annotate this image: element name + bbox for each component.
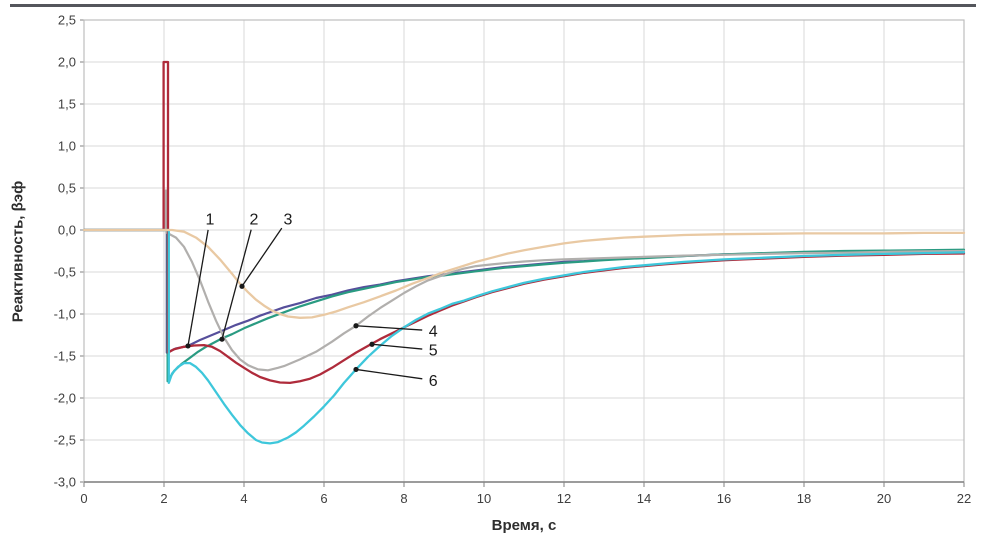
annotation-leader-line — [221, 229, 252, 340]
curve-3-tan-line — [82, 228, 966, 319]
x-tick-label: 0 — [80, 491, 87, 506]
curve-number-label: 4 — [429, 323, 438, 340]
x-tick-label: 6 — [320, 491, 327, 506]
annotation-leader-line — [371, 343, 423, 350]
curve-1-violet-line — [82, 228, 966, 354]
annotation-dot — [219, 336, 225, 342]
x-tick-label: 4 — [240, 491, 247, 506]
y-tick-label: 1,0 — [58, 139, 76, 154]
y-tick-label: 0,5 — [58, 181, 76, 196]
y-tick-label: -1,5 — [54, 349, 76, 364]
x-tick-label: 12 — [557, 491, 571, 506]
y-tick-label: 0,0 — [58, 223, 76, 238]
annotation-leader-line — [187, 229, 209, 347]
curve-5-darkred-line — [82, 60, 966, 385]
annotation-dot — [185, 343, 191, 349]
curve-number-label: 6 — [429, 373, 438, 390]
curve-4-gray-line — [82, 189, 966, 372]
curve-number-label: 5 — [429, 343, 438, 360]
x-tick-label: 2 — [160, 491, 167, 506]
annotation-dot — [239, 283, 245, 289]
x-tick-label: 22 — [957, 491, 971, 506]
y-tick-label: -0,5 — [54, 265, 76, 280]
annotation-leader-line — [355, 368, 423, 380]
annotation-leader-line — [241, 227, 283, 287]
x-tick-label: 8 — [400, 491, 407, 506]
annotation-dot — [353, 366, 359, 373]
y-tick-label: -2,0 — [54, 391, 76, 406]
x-tick-label: 20 — [877, 491, 891, 506]
y-tick-label: 1,5 — [58, 97, 76, 112]
annotation-dot — [353, 323, 359, 329]
x-tick-label: 18 — [797, 491, 811, 506]
annotation-dot — [369, 341, 375, 347]
y-tick-label: 2,5 — [58, 13, 76, 28]
top-divider-rule — [10, 4, 976, 7]
y-tick-label: -3,0 — [54, 475, 76, 490]
curve-number-label: 1 — [206, 212, 215, 229]
annotation-leader-line — [355, 325, 423, 331]
x-tick-label: 14 — [637, 491, 651, 506]
y-tick-label: 2,0 — [58, 55, 76, 70]
x-axis-title: Время, с — [491, 517, 557, 534]
curve-number-label: 3 — [284, 212, 293, 229]
x-tick-label: 16 — [717, 491, 731, 506]
curve-number-label: 2 — [250, 212, 259, 229]
x-tick-label: 10 — [477, 491, 491, 506]
y-tick-label: -2,5 — [54, 433, 76, 448]
y-tick-label: -1,0 — [54, 307, 76, 322]
